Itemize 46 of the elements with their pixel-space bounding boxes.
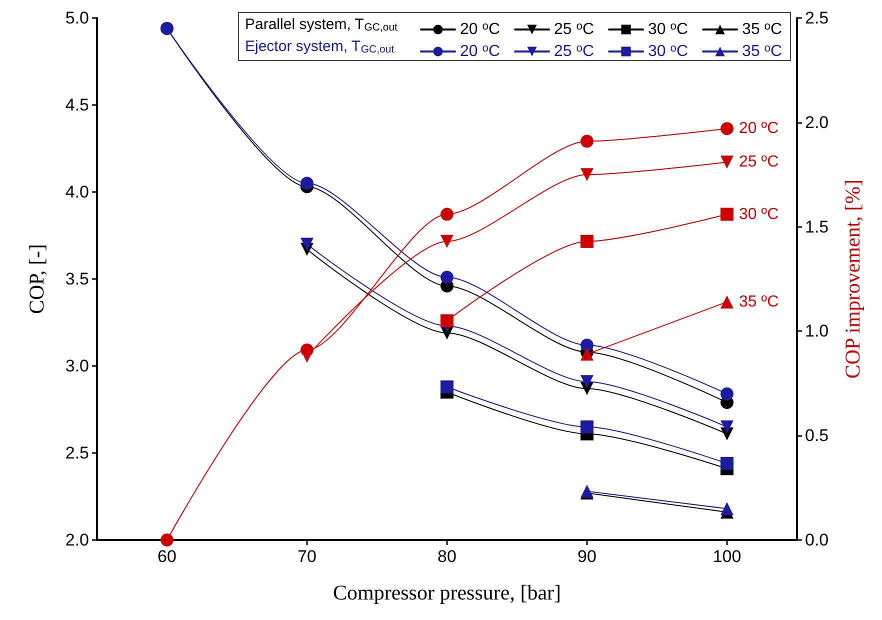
text: Parallel system, TGC,out bbox=[245, 16, 398, 34]
x-tick-label: 60 bbox=[158, 547, 176, 566]
point bbox=[440, 208, 454, 221]
series-label: 20 ºC bbox=[739, 120, 779, 138]
y2-tick-label: 0.0 bbox=[805, 530, 829, 550]
point bbox=[580, 168, 594, 182]
text: Ejector system, TGC,out bbox=[245, 38, 394, 56]
y2-tick-label: 0.5 bbox=[805, 426, 829, 446]
x-tick-label: 70 bbox=[298, 547, 316, 566]
point bbox=[440, 380, 454, 394]
y2-tick-label: 1.5 bbox=[805, 217, 829, 236]
y-axis-title: COP, [-] bbox=[24, 244, 48, 314]
point bbox=[720, 122, 734, 136]
x-tick-label: 100 bbox=[712, 547, 742, 566]
x-tick-label: 90 bbox=[578, 547, 596, 566]
y-tick-label: 4.0 bbox=[65, 182, 89, 202]
point bbox=[720, 208, 734, 221]
point bbox=[440, 270, 454, 284]
y-tick-label: 4.5 bbox=[65, 96, 89, 114]
point bbox=[580, 375, 594, 388]
point bbox=[440, 314, 454, 328]
y-tick-label: 2.0 bbox=[65, 530, 89, 550]
point bbox=[440, 234, 454, 248]
point bbox=[580, 420, 594, 434]
point bbox=[720, 156, 734, 169]
point bbox=[580, 234, 594, 248]
point bbox=[300, 176, 314, 190]
series-label: 25 ºC bbox=[739, 154, 779, 171]
y-tick-label: 3.5 bbox=[65, 270, 89, 288]
point bbox=[720, 456, 734, 470]
point bbox=[720, 420, 734, 434]
series-label: 35 ºC bbox=[739, 293, 779, 310]
point bbox=[720, 387, 734, 400]
y2-tick-label: 1.0 bbox=[805, 322, 829, 341]
point bbox=[160, 534, 174, 546]
y-tick-label: 5.0 bbox=[65, 8, 89, 28]
point bbox=[300, 238, 314, 251]
y-tick-label: 2.5 bbox=[65, 444, 89, 462]
x-tick-label: 80 bbox=[438, 547, 456, 566]
series-label: 30 ºC bbox=[739, 206, 779, 223]
y2-tick-label: 2.5 bbox=[805, 8, 829, 28]
point bbox=[580, 134, 594, 148]
y-tick-label: 3.0 bbox=[65, 356, 89, 376]
x-axis-title: Compressor pressure, [bar] bbox=[332, 580, 562, 604]
y2-tick-label: 2.0 bbox=[805, 112, 829, 132]
y2-axis-title: COP improvement, [%] bbox=[840, 179, 864, 379]
